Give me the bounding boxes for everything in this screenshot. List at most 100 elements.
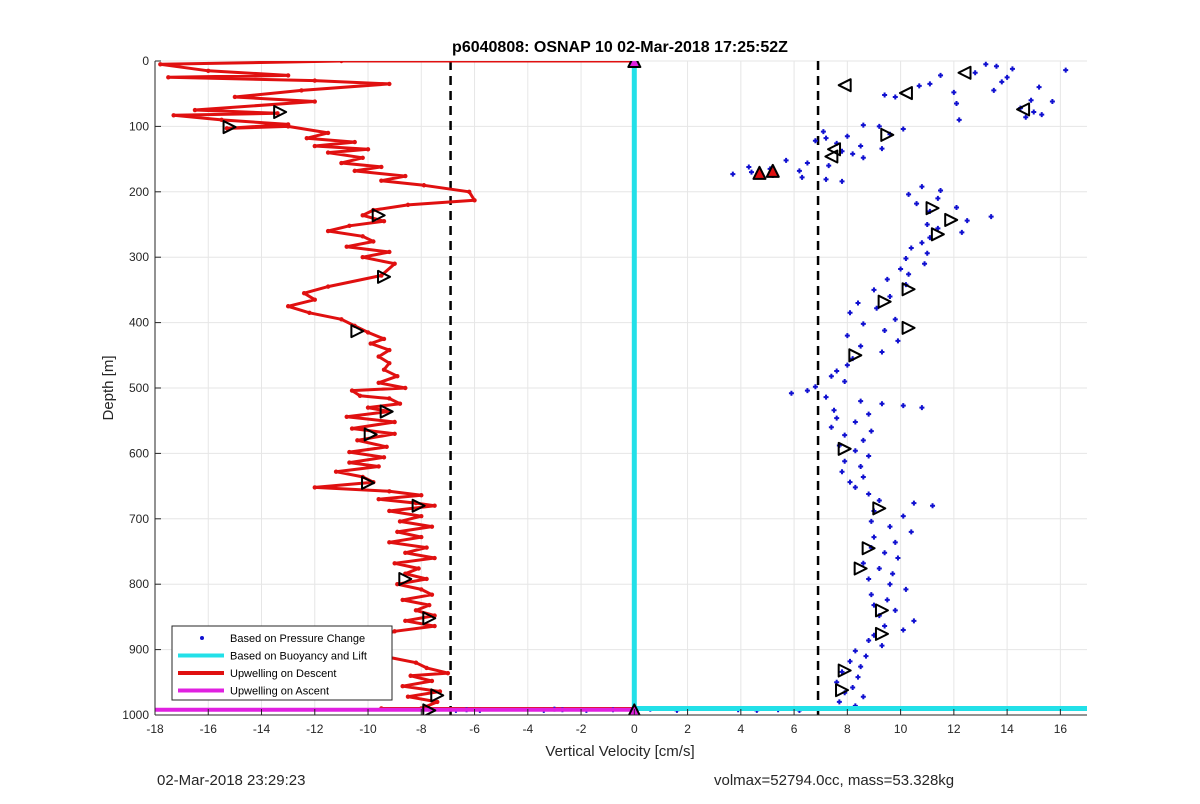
pressure-change-point xyxy=(852,448,858,454)
pressure-change-point xyxy=(895,338,901,344)
pressure-change-point xyxy=(788,390,794,396)
pressure-change-point xyxy=(876,566,882,572)
pressure-change-point xyxy=(892,94,898,100)
pressure-change-point xyxy=(871,534,877,540)
descent-point xyxy=(312,297,317,302)
right-triangle-marker xyxy=(422,703,437,715)
pressure-change-point xyxy=(879,146,885,152)
pressure-change-point xyxy=(884,276,890,282)
pressure-change-point xyxy=(748,169,754,175)
axes: -18 -16 -14 -12 -10 -8 -6 -4 -2 0 2 4 6 8 10 12 14 16 0 100… xyxy=(122,54,1087,736)
pressure-change-point xyxy=(847,479,853,485)
pressure-change-point xyxy=(903,586,909,592)
descent-point xyxy=(360,155,365,160)
descent-point xyxy=(166,75,171,80)
descent-point xyxy=(360,255,365,260)
y-tick-label: 300 xyxy=(129,250,149,264)
descent-point xyxy=(158,62,163,67)
descent-point xyxy=(379,273,384,278)
pressure-change-point xyxy=(842,378,848,384)
pressure-change-point xyxy=(879,643,885,649)
descent-point xyxy=(416,566,421,571)
descent-point xyxy=(349,388,355,393)
pressure-change-point xyxy=(844,333,850,339)
pressure-change-point xyxy=(839,669,845,675)
descent-point xyxy=(381,455,387,460)
pressure-change-point xyxy=(890,571,896,577)
pressure-change-point xyxy=(850,151,856,157)
pressure-change-point xyxy=(887,524,893,530)
y-tick-label: 800 xyxy=(129,577,149,591)
descent-point xyxy=(395,374,400,379)
pressure-change-point xyxy=(866,637,872,643)
pressure-change-point xyxy=(906,191,912,197)
right-triangle-marker xyxy=(379,404,394,419)
y-tick-label: 400 xyxy=(129,316,149,330)
descent-point xyxy=(381,336,387,342)
legend-swatch xyxy=(200,636,204,640)
y-tick-label: 0 xyxy=(142,54,149,68)
descent-point xyxy=(325,228,331,234)
pressure-change-point xyxy=(887,293,893,299)
pressure-change-point xyxy=(858,143,864,149)
descent-point xyxy=(395,529,400,535)
right-triangle-marker xyxy=(398,571,413,586)
pressure-change-point xyxy=(879,401,885,407)
pressure-change-point xyxy=(866,491,872,497)
pressure-change-point xyxy=(916,83,922,89)
descent-point xyxy=(312,143,317,149)
pressure-change-point xyxy=(823,135,829,141)
pressure-change-point xyxy=(938,187,944,193)
descent-point xyxy=(387,540,392,545)
pressure-change-point xyxy=(924,222,930,227)
descent-point xyxy=(419,534,424,540)
descent-point xyxy=(427,602,432,608)
pressure-change-point xyxy=(898,266,904,272)
pressure-change-point xyxy=(876,123,882,129)
descent-point xyxy=(403,385,408,391)
pressure-change-point xyxy=(804,160,810,166)
descent-point xyxy=(325,130,331,136)
x-tick-label: -12 xyxy=(306,722,324,736)
up-triangle-marker xyxy=(752,165,767,180)
pressure-change-point xyxy=(852,419,858,425)
descent-point xyxy=(413,608,419,613)
pressure-change-point xyxy=(882,550,888,556)
descent-point xyxy=(403,618,408,624)
legend-label: Upwelling on Descent xyxy=(230,668,336,680)
descent-point xyxy=(224,126,230,131)
pressure-change-point xyxy=(850,685,856,691)
pressure-change-point xyxy=(1063,67,1069,73)
descent-point xyxy=(285,73,291,78)
right-triangle-marker xyxy=(901,282,916,297)
pressure-change-point xyxy=(871,287,877,293)
descent-point xyxy=(347,460,352,465)
right-triangle-marker xyxy=(430,688,445,703)
x-tick-label: -18 xyxy=(146,722,164,736)
descent-point xyxy=(379,164,384,170)
pressure-change-point xyxy=(922,261,928,267)
descent-point xyxy=(403,550,408,556)
descent-point xyxy=(285,304,291,309)
descent-point xyxy=(432,503,437,508)
footer-volmax-mass: volmax=52794.0cc, mass=53.328kg xyxy=(714,772,955,789)
pressure-change-point xyxy=(836,699,842,705)
pressure-change-point xyxy=(842,432,848,438)
descent-point xyxy=(405,694,411,699)
descent-point xyxy=(371,239,376,244)
descent-point xyxy=(392,629,397,634)
pressure-change-point xyxy=(964,218,970,224)
descent-point xyxy=(376,496,381,502)
right-triangle-marker xyxy=(861,541,876,556)
descent-point xyxy=(387,81,392,87)
right-triangle-marker xyxy=(835,683,850,698)
pressure-change-point xyxy=(823,394,829,400)
descent-point xyxy=(312,78,317,83)
descent-point xyxy=(432,555,437,561)
descent-point xyxy=(400,597,405,603)
x-tick-label: -6 xyxy=(469,722,480,736)
pressure-change-point xyxy=(999,79,1005,85)
right-triangle-marker xyxy=(411,498,426,513)
pressure-change-point xyxy=(900,403,906,409)
pressure-change-point xyxy=(956,117,962,123)
